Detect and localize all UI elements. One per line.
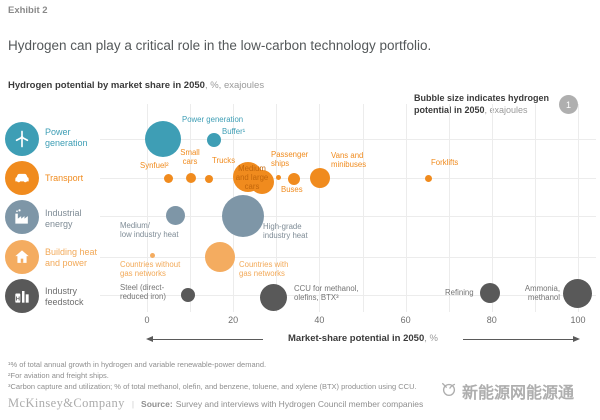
x-axis-title-bold: Market-share potential in 2050 xyxy=(288,333,425,344)
source-label: Source: xyxy=(141,399,173,409)
bubble-size-legend-units: , exajoules xyxy=(484,105,528,115)
row-guide-1 xyxy=(100,178,596,179)
sidebar-item-power-generation: Power generation xyxy=(45,127,88,148)
small-cars-bubble xyxy=(186,173,196,183)
size-reference-bubble: 1 xyxy=(559,95,578,114)
gridline-x-10 xyxy=(190,104,192,312)
footnote-1: ¹% of total annual growth in hydrogen an… xyxy=(8,360,267,369)
synfuel-label: Synfuel² xyxy=(140,161,169,170)
buses-label: Buses xyxy=(281,185,303,194)
buffer-bubble xyxy=(207,133,221,147)
axis-arrow-right-line xyxy=(463,339,574,340)
gridline-x-70 xyxy=(448,104,450,312)
watermark: 新能源网能源通 xyxy=(440,379,574,403)
power-generation-bubble xyxy=(145,121,181,157)
forklifts-bubble xyxy=(424,174,432,182)
synfuel-bubble xyxy=(163,173,173,183)
ccu-methanol-olefins-btx-bubble xyxy=(259,283,287,311)
gridline-x-80 xyxy=(491,104,493,312)
gridline-x-60 xyxy=(405,104,407,312)
industry-feedstock-icon: H xyxy=(5,279,39,313)
axis-arrow-left-icon xyxy=(146,336,153,342)
footer-divider: | xyxy=(131,399,135,409)
vans-minibuses-bubble xyxy=(310,168,330,188)
axis-arrow-right-icon xyxy=(573,336,580,342)
medium-low-industry-heat-bubble xyxy=(165,205,185,225)
chart-subtitle-units: , %, exajoules xyxy=(204,80,265,91)
source-text: Survey and interviews with Hydrogen Coun… xyxy=(175,399,424,409)
watermark-text: 新能源网能源通 xyxy=(462,385,575,402)
x-tick-60: 60 xyxy=(400,315,411,325)
steel-direct-reduced-iron-bubble xyxy=(181,288,195,302)
medium-large-cars-bubble-lobe xyxy=(250,170,274,194)
x-tick-100: 100 xyxy=(570,315,586,325)
countries-with-gas-networks-label: Countries with gas networks xyxy=(239,260,289,279)
row-guide-3 xyxy=(100,257,596,258)
sidebar-item-industry-feedstock: Industry feedstock xyxy=(45,286,84,307)
buffer-label: Buffer¹ xyxy=(222,127,246,136)
forklifts-label: Forklifts xyxy=(431,158,459,167)
sidebar-item-transport: Transport xyxy=(45,173,84,183)
ccu-methanol-olefins-btx-label: CCU for methanol, olefins, BTX³ xyxy=(294,284,359,303)
medium-large-cars-label: Medium and large cars xyxy=(235,164,269,192)
steel-direct-reduced-iron-label: Steel (direct- reduced iron) xyxy=(120,283,166,302)
refining-bubble xyxy=(480,283,500,303)
industrial-energy-icon xyxy=(5,200,39,234)
page-title: Hydrogen can play a critical role in the… xyxy=(8,38,432,53)
sidebar-item-industrial-energy: Industrial energy xyxy=(45,208,82,229)
power-generation-icon xyxy=(5,122,39,156)
chart-subtitle: Hydrogen potential by market share in 20… xyxy=(8,80,264,91)
building-heat-icon xyxy=(5,240,39,274)
ammonia-methanol-bubble xyxy=(562,278,592,308)
passenger-ships-bubble xyxy=(275,174,281,180)
footnote-2: ²For aviation and freight ships. xyxy=(8,371,109,380)
gridline-x-100 xyxy=(578,104,579,312)
countries-without-gas-networks-label: Countries without gas networks xyxy=(120,260,181,279)
transport-icon xyxy=(5,161,39,195)
row-guide-4 xyxy=(100,295,596,296)
gridline-x-40 xyxy=(319,104,321,312)
high-grade-industry-heat-bubble xyxy=(222,195,264,237)
trucks-label: Trucks xyxy=(212,156,236,165)
x-axis-title-units: , % xyxy=(424,333,438,344)
x-tick-80: 80 xyxy=(486,315,497,325)
exhibit-label: Exhibit 2 xyxy=(8,5,48,16)
high-grade-industry-heat-label: High-grade industry heat xyxy=(263,222,308,241)
mckinsey-logo: McKinsey&Company xyxy=(8,396,125,410)
footnote-3: ³Carbon capture and utilization; % of to… xyxy=(8,382,417,391)
svg-text:H: H xyxy=(16,297,20,303)
x-axis-title: Market-share potential in 2050, % xyxy=(263,333,463,344)
countries-with-gas-networks-bubble xyxy=(205,242,235,272)
sidebar-item-building-heat: Building heat and power xyxy=(45,247,98,268)
gridline-x-30 xyxy=(276,104,278,312)
chart-subtitle-bold: Hydrogen potential by market share in 20… xyxy=(8,80,205,91)
passenger-ships-label: Passenger ships xyxy=(271,150,309,169)
gridline-x-90 xyxy=(534,104,536,312)
buses-bubble xyxy=(288,173,300,185)
axis-arrow-left-line xyxy=(152,339,263,340)
row-guide-2 xyxy=(100,216,596,217)
small-cars-label: Small cars xyxy=(180,148,200,167)
ammonia-methanol-label: Ammonia, methanol xyxy=(524,284,560,303)
row-guide-0 xyxy=(100,139,596,140)
medium-low-industry-heat-label: Medium/ low industry heat xyxy=(120,221,179,240)
x-tick-40: 40 xyxy=(314,315,325,325)
power-generation-label: Power generation xyxy=(182,115,244,124)
footnotes: ¹% of total annual growth in hydrogen an… xyxy=(8,359,417,392)
refining-label: Refining xyxy=(445,288,474,297)
vans-minibuses-label: Vans and minibuses xyxy=(331,151,367,170)
countries-without-gas-networks-bubble xyxy=(149,252,155,258)
gridline-x-0 xyxy=(147,104,148,312)
x-tick-20: 20 xyxy=(228,315,239,325)
watermark-logo-icon xyxy=(440,380,458,403)
footer: McKinsey&Company | Source: Survey and in… xyxy=(8,396,423,411)
trucks-bubble xyxy=(205,175,213,183)
gridline-x-50 xyxy=(362,104,364,312)
x-tick-0: 0 xyxy=(144,315,150,325)
